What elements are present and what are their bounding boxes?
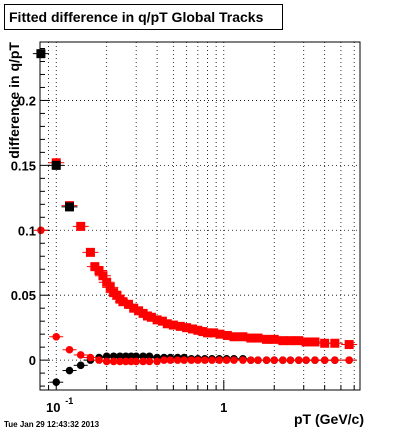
data-point <box>320 356 329 364</box>
y-tick-label: 0.1 <box>18 223 36 238</box>
data-point <box>198 327 208 337</box>
data-point <box>118 297 128 307</box>
data-point <box>36 49 46 59</box>
data-point <box>270 356 279 364</box>
data-point <box>200 356 209 364</box>
y-tick-label: 0 <box>29 353 36 368</box>
data-point <box>320 338 330 348</box>
data-point <box>222 356 231 364</box>
data-point <box>65 345 74 354</box>
data-point <box>65 202 75 212</box>
data-point <box>102 277 112 287</box>
data-point <box>162 319 172 329</box>
data-point <box>52 332 61 341</box>
data-point <box>37 226 45 235</box>
data-point <box>134 306 144 316</box>
data-point <box>285 336 295 346</box>
tick-labels: 0 0.05 0.1 0.15 0.2 10 -1 1 <box>11 93 228 415</box>
data-point <box>124 299 134 309</box>
data-point <box>180 356 188 364</box>
data-point <box>230 356 238 364</box>
timestamp: Tue Jan 29 12:43:32 2013 <box>4 420 100 429</box>
data-point <box>345 356 353 364</box>
data-point <box>95 356 103 364</box>
data-point <box>52 378 61 387</box>
x-axis-title: pT (GeV/c) <box>294 411 364 427</box>
data-point <box>301 337 311 347</box>
data-point <box>94 266 104 276</box>
data-point <box>166 356 175 364</box>
data-point <box>302 356 310 364</box>
data-point <box>238 332 248 342</box>
data-point <box>146 312 156 322</box>
plot-frame <box>39 41 361 391</box>
data-point <box>294 336 304 346</box>
data-point <box>208 356 216 364</box>
data-point <box>229 332 239 342</box>
data-point <box>85 247 95 257</box>
data-point <box>330 338 340 348</box>
data-point <box>193 325 203 335</box>
data-point <box>105 282 115 292</box>
data-point <box>153 357 161 366</box>
y-axis-title: difference in q/pT <box>6 42 22 159</box>
data-point <box>152 315 162 325</box>
data-point <box>311 356 319 364</box>
data-point <box>269 334 279 344</box>
data-point <box>175 321 185 331</box>
data-point <box>129 303 139 313</box>
data-point <box>145 357 154 366</box>
data-point <box>182 323 192 333</box>
data-point <box>222 330 232 340</box>
data-point <box>168 320 178 330</box>
data-point <box>209 328 219 338</box>
x-tick-label: 1 <box>220 400 227 415</box>
chart-title: Fitted difference in q/pT Global Tracks <box>4 4 283 30</box>
data-point <box>98 271 108 281</box>
data-point <box>145 352 154 361</box>
data-point <box>187 324 197 334</box>
x-tick-label: 10 <box>46 400 60 415</box>
data-point <box>254 356 262 364</box>
data-point <box>76 351 85 359</box>
data-point <box>65 366 74 375</box>
data-point <box>262 356 271 364</box>
data-point <box>310 337 320 347</box>
y-tick-label: 0.15 <box>11 158 36 173</box>
data-point <box>247 356 255 364</box>
data-point <box>51 160 61 170</box>
data-point <box>86 353 95 362</box>
data-point <box>279 356 287 364</box>
data-point <box>215 356 224 364</box>
data-point <box>215 329 225 339</box>
data-point <box>253 333 263 343</box>
data-point <box>76 221 86 231</box>
data-point <box>157 316 167 326</box>
data-point <box>344 340 354 350</box>
data-point <box>286 356 295 364</box>
y-tick-label: 0.05 <box>11 288 36 303</box>
data-points <box>32 49 358 387</box>
data-point <box>331 356 339 364</box>
data-point <box>239 356 247 364</box>
x-tick-exponent: -1 <box>65 396 73 406</box>
y-tick-label: 0.2 <box>18 93 36 108</box>
data-point <box>76 361 85 370</box>
data-point <box>294 356 303 364</box>
